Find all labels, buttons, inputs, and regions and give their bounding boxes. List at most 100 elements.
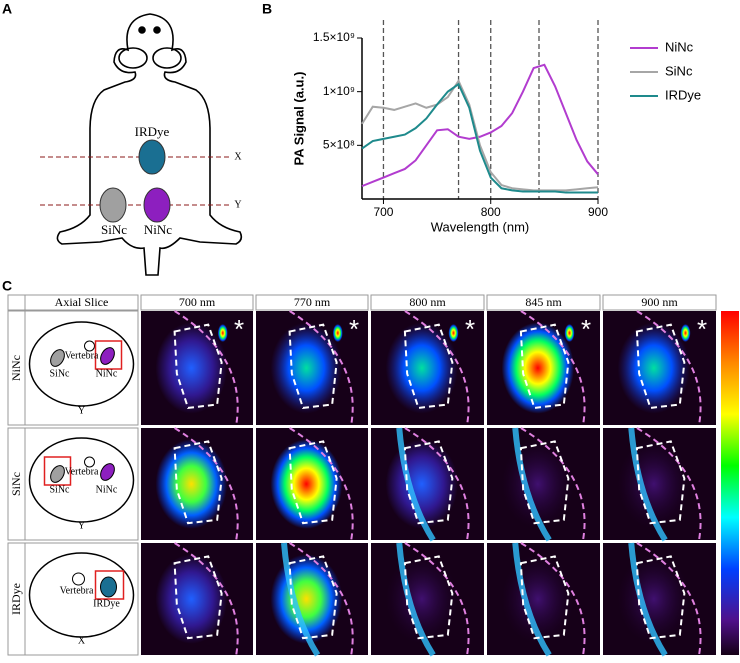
skin-outline — [174, 542, 239, 656]
column-header: 900 nm — [641, 295, 678, 309]
line-chart: 5×10⁸ 1×10⁹ 1.5×10⁹ 700 800 900 Wavelength (nm… — [291, 20, 701, 234]
roi-outline — [519, 555, 570, 640]
panel-label: C — [2, 278, 12, 294]
ninc-spot — [143, 187, 171, 223]
sinc-spot — [99, 187, 127, 223]
marker: * — [234, 314, 244, 344]
vertebra — [84, 340, 95, 352]
skin-outline — [289, 427, 354, 541]
slice-label: Vertebra — [60, 585, 94, 596]
roi-outline — [519, 440, 570, 525]
skin-outline — [636, 427, 702, 541]
roi-outline — [635, 440, 686, 525]
panel-label: B — [262, 1, 272, 17]
header-cell — [7, 294, 26, 311]
skin-outline — [404, 310, 470, 426]
hotspot — [332, 324, 343, 342]
x-tick-label: 900 — [588, 205, 608, 219]
series-line — [361, 78, 599, 192]
marker: * — [465, 314, 475, 344]
skin-outline — [289, 310, 354, 426]
column-header: 700 nm — [179, 295, 216, 309]
irdye-spot — [100, 576, 117, 598]
roi-outline — [173, 323, 223, 409]
y-tick-label: 1.5×10⁹ — [313, 30, 355, 44]
skin-outline — [520, 427, 586, 541]
sinc-spot — [50, 465, 65, 483]
colorbar — [721, 311, 739, 655]
sinc-spot — [50, 349, 65, 367]
roi-outline — [403, 323, 454, 409]
series-line — [361, 63, 599, 188]
signal-region — [155, 322, 228, 414]
slice-label: Vertebra — [65, 350, 99, 361]
slice-label: NiNc — [96, 484, 118, 495]
skin-signal — [396, 542, 436, 657]
roi-outline — [635, 323, 686, 409]
slice-label: Y — [78, 520, 85, 531]
marker: * — [697, 314, 707, 344]
skin-outline — [289, 542, 354, 656]
row-label: SiNc — [9, 472, 23, 496]
slice-label: SiNc — [50, 368, 71, 379]
skin-outline — [520, 310, 586, 426]
hotspot — [448, 324, 459, 342]
skin-signal — [512, 542, 552, 657]
mouse-diagram — [56, 13, 243, 276]
panel-label: A — [2, 1, 12, 17]
skin-signal — [628, 542, 668, 657]
hotspot — [564, 324, 575, 342]
row-label: IRDye — [9, 583, 23, 615]
skin-outline — [174, 427, 239, 541]
roi-outline — [635, 555, 686, 640]
label: SiNc — [101, 222, 127, 237]
label: Y — [234, 199, 241, 210]
slice-label: NiNc — [96, 368, 118, 379]
label: NiNc — [144, 222, 172, 237]
skin-signal — [628, 427, 668, 542]
header-cell — [140, 294, 254, 311]
roi-outline — [519, 323, 570, 409]
y-axis-title: PA Signal (a.u.) — [291, 72, 306, 166]
header-cell — [255, 294, 369, 311]
hotspot — [217, 324, 228, 342]
roi-outline — [173, 555, 223, 640]
roi-outline — [288, 555, 338, 640]
label: X — [234, 151, 242, 162]
column-header: 800 nm — [409, 295, 446, 309]
body-outline — [28, 437, 135, 523]
x-tick-label: 800 — [481, 205, 501, 219]
header-cell — [486, 294, 601, 311]
signal-region — [617, 322, 691, 414]
slice-label: SiNc — [50, 484, 71, 495]
header-cell — [370, 294, 485, 311]
roi-outline — [288, 440, 338, 525]
slice-label: Vertebra — [65, 466, 99, 477]
column-header: 845 nm — [525, 295, 562, 309]
row-label: NiNc — [9, 355, 23, 381]
skin-outline — [520, 542, 586, 656]
vertebra — [72, 572, 85, 586]
ninc-spot — [100, 347, 115, 365]
skin-outline — [404, 427, 470, 541]
skin-signal — [512, 427, 552, 542]
skin-outline — [404, 542, 470, 656]
irdye-spot — [138, 139, 166, 175]
body-outline — [28, 552, 135, 638]
label: IRDye — [135, 124, 170, 139]
legend-label: IRDye — [665, 87, 701, 102]
header-cell — [24, 294, 139, 311]
skin-outline — [636, 310, 702, 426]
ninc-spot — [100, 463, 115, 481]
skin-signal — [396, 427, 436, 542]
y-tick-label: 1×10⁹ — [323, 84, 355, 98]
roi-outline — [288, 323, 338, 409]
roi-outline — [173, 440, 223, 525]
skin-outline — [636, 542, 702, 656]
marker: * — [349, 314, 359, 344]
legend-label: SiNc — [665, 63, 693, 78]
signal-region — [501, 322, 575, 414]
roi-box — [94, 340, 123, 370]
x-axis-title: Wavelength (nm) — [431, 219, 530, 234]
